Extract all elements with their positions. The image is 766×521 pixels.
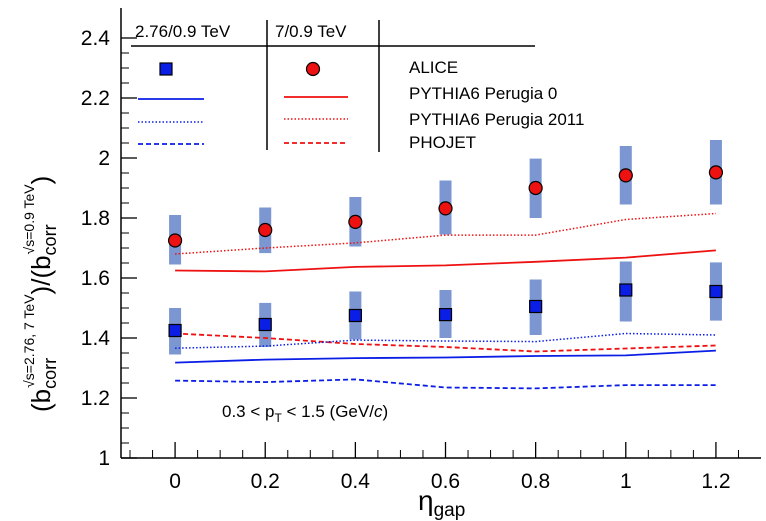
legend-header-7: 7/0.9 TeV — [275, 22, 347, 41]
data-point-square — [348, 308, 362, 323]
model-curve-dotted — [175, 332, 716, 349]
data-point-square — [709, 284, 723, 299]
x-axis-title: ηgap — [418, 485, 465, 521]
data-point-circle — [438, 201, 453, 216]
x-tick-label: 0.2 — [251, 470, 280, 493]
y-axis-title: (bcorr√s=2.76, 7 TeV)/(bcorr√s=0.9 TeV) — [21, 176, 60, 412]
systematic-bands — [169, 140, 722, 355]
data-markers — [167, 165, 724, 338]
model-curve-dotted — [175, 212, 716, 255]
model-curve-solid — [175, 249, 716, 273]
legend-label-perugia0: PYTHIA6 Perugia 0 — [409, 84, 557, 103]
data-point-circle — [167, 233, 183, 248]
legend-marker-circle — [305, 61, 321, 77]
data-point-circle — [708, 165, 724, 180]
x-tick-label: 1.2 — [701, 470, 730, 493]
y-tick-label: 2 — [98, 147, 110, 170]
pt-range-annotation: 0.3 < pT < 1.5 (GeV/c) — [222, 402, 388, 425]
data-point-circle — [528, 180, 543, 196]
y-tick-label: 1 — [98, 447, 110, 470]
model-curve-dashed — [175, 332, 716, 353]
data-point-circle — [348, 214, 363, 229]
model-curve-solid — [175, 349, 716, 364]
legend-label-perugia2011: PYTHIA6 Perugia 2011 — [409, 110, 584, 129]
y-tick-label: 1.6 — [81, 267, 110, 290]
data-point-circle — [618, 168, 633, 183]
data-point-circle — [258, 222, 273, 238]
legend: 2.76/0.9 TeV 7/0.9 TeV ALICE PYTHIA6 Per… — [131, 20, 584, 152]
model-curves — [175, 212, 716, 390]
y-tick-label: 1.8 — [81, 207, 110, 230]
data-point-square — [529, 299, 543, 314]
y-tick-label: 1.2 — [81, 387, 110, 410]
data-point-square — [258, 317, 272, 332]
x-tick-label: 0.4 — [341, 470, 371, 493]
data-point-square — [168, 323, 182, 338]
y-tick-label: 2.4 — [81, 27, 111, 50]
legend-header-2p76: 2.76/0.9 TeV — [135, 22, 231, 41]
x-tick-label: 0.6 — [431, 470, 460, 493]
legend-marker-square — [159, 62, 173, 76]
legend-label-phojet: PHOJET — [409, 133, 476, 152]
data-point-square — [619, 283, 633, 297]
model-curve-dashed — [175, 378, 716, 390]
x-tick-label: 0 — [169, 470, 181, 493]
axis-ticks: 1 1.2 1.4 1.6 1.8 2 2.2 2.4 0 0.2 0.4 0.6 0.8 1 1.2 — [81, 27, 739, 493]
x-tick-label: 0.8 — [521, 470, 550, 493]
y-tick-label: 2.2 — [81, 87, 110, 110]
legend-label-alice: ALICE — [409, 58, 458, 77]
data-point-square — [438, 308, 453, 322]
x-tick-label: 1 — [620, 470, 632, 493]
y-tick-label: 1.4 — [81, 327, 111, 350]
